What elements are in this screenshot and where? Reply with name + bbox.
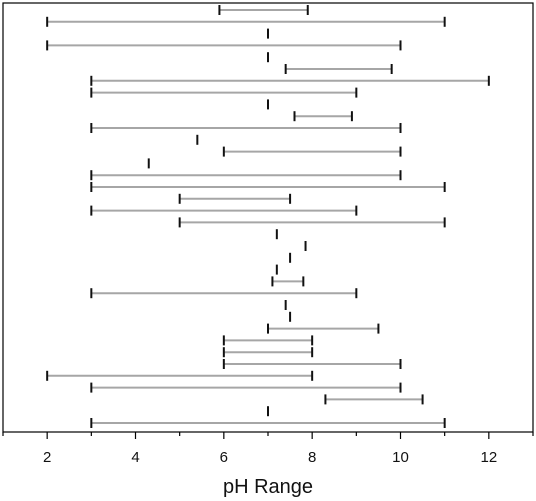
range-row <box>222 146 402 157</box>
range-row <box>46 370 314 381</box>
range-row <box>90 288 358 299</box>
range-row <box>90 418 446 428</box>
x-tick-label: 6 <box>220 449 228 466</box>
range-row <box>90 170 402 181</box>
range-row <box>293 111 353 122</box>
range-series <box>46 5 490 428</box>
range-row <box>90 75 490 86</box>
x-tick-label: 8 <box>308 449 316 466</box>
range-row <box>267 323 380 334</box>
range-row <box>178 217 446 228</box>
range-row <box>178 193 292 204</box>
range-row <box>90 382 402 393</box>
range-row <box>271 276 305 287</box>
range-row <box>222 347 314 358</box>
range-row <box>90 205 358 216</box>
x-tick-label: 2 <box>43 449 51 466</box>
x-tick-label: 12 <box>480 449 497 466</box>
range-row <box>46 40 402 51</box>
range-row <box>90 123 402 133</box>
range-row <box>90 182 446 192</box>
x-axis-title: pH Range <box>223 476 313 498</box>
x-tick-label: 4 <box>131 449 139 466</box>
range-row <box>90 87 358 98</box>
range-row <box>324 394 424 405</box>
x-axis-ticks: 2 4 6 8 10 12 <box>2 432 534 466</box>
range-row <box>46 16 446 27</box>
range-row <box>218 5 309 15</box>
x-tick-label: 10 <box>392 449 409 466</box>
range-row <box>284 64 393 74</box>
range-row <box>222 359 402 369</box>
range-row <box>222 335 314 346</box>
plot-frame <box>2 2 534 433</box>
